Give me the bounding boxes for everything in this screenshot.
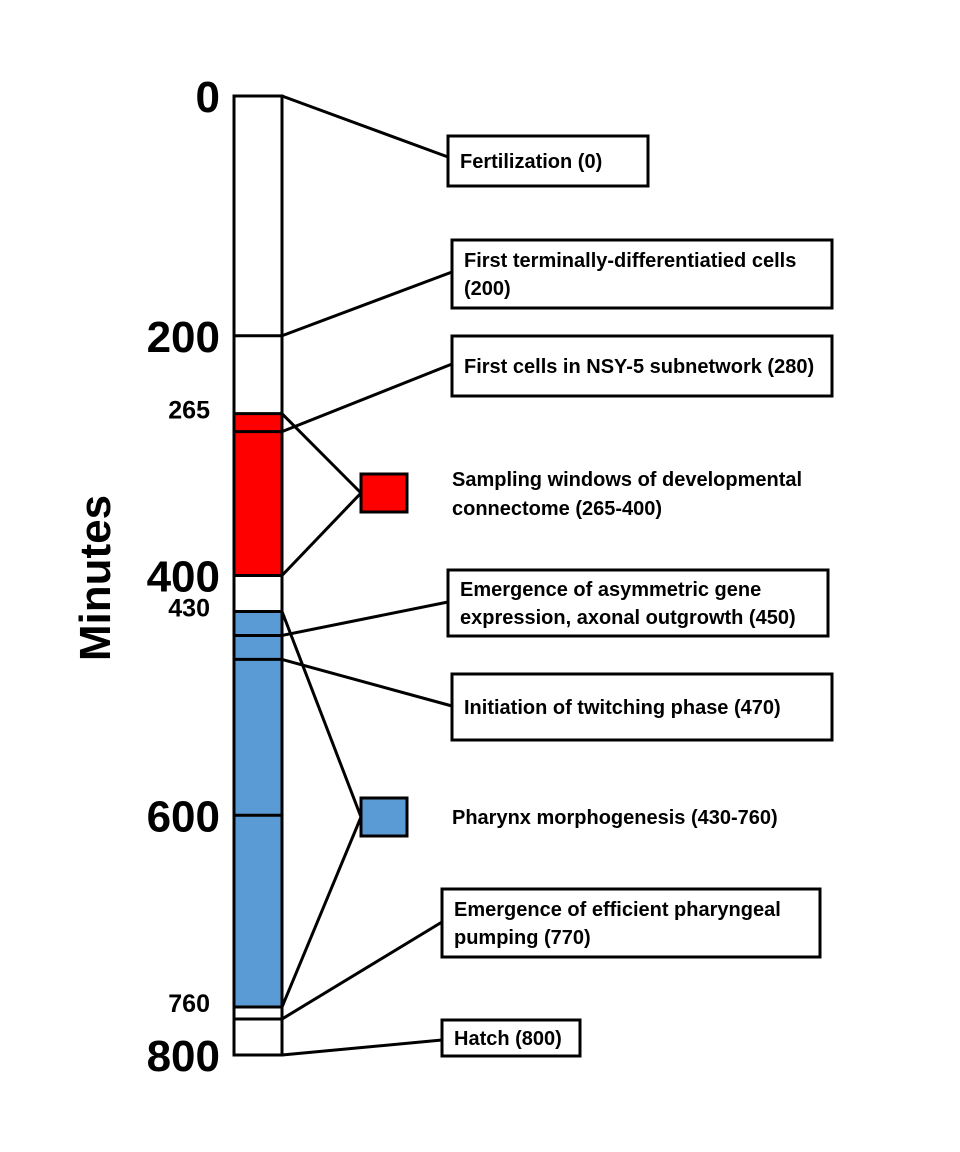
event-text-fertilization: Fertilization (0): [460, 151, 602, 173]
range-pharynx: [234, 611, 282, 1008]
event-text-nsy5: First cells in NSY-5 subnetwork (280): [464, 356, 814, 378]
event-box-frame: [446, 568, 830, 638]
event-box-frame: [450, 672, 834, 742]
event-text-asymmetric: expression, axonal outgrowth (450): [460, 607, 796, 629]
event-boxes: Fertilization (0) First terminally-differ…: [359, 134, 834, 1058]
axis-label: Minutes: [71, 495, 120, 661]
event-text-asymmetric: Emergence of asymmetric gene: [460, 579, 761, 601]
event-box-frame: [446, 134, 650, 188]
event-box-asymmetric: Emergence of asymmetric gene expression, …: [446, 568, 830, 638]
tick-labels: 0 200 400 600 800 265 430 760: [147, 73, 220, 1081]
tick-label-200: 200: [147, 313, 220, 362]
range-text-sampling: connectome (265-400): [452, 498, 662, 520]
connector-first-terminal: [281, 270, 453, 338]
event-text-twitching: Initiation of twitching phase (470): [464, 697, 781, 719]
connector-nsy5: [281, 362, 453, 434]
event-text-pumping: Emergence of efficient pharyngeal: [454, 899, 781, 921]
event-text-first-terminal: (200): [464, 278, 511, 300]
tick-label-265: 265: [168, 397, 210, 425]
connector-pumping: [281, 920, 443, 1021]
range-sampling: [234, 413, 282, 576]
event-box-hatch: Hatch (800): [440, 1018, 582, 1058]
range-swatch-pharynx: [359, 796, 409, 838]
range-text-sampling: Sampling windows of developmental: [452, 469, 802, 491]
connector-twitching: [281, 657, 453, 708]
connector-hatch: [281, 1038, 443, 1057]
event-box-twitching: Initiation of twitching phase (470): [450, 672, 834, 742]
range-connector-bottom-sampling: [280, 491, 363, 577]
tick-label-400: 400: [147, 553, 220, 602]
event-box-pumping: Emergence of efficient pharyngeal pumping…: [440, 887, 822, 959]
connector-fertilization: [281, 94, 449, 159]
tick-label-600: 600: [147, 792, 220, 841]
tick-label-0: 0: [196, 73, 220, 122]
event-box-fertilization: Fertilization (0): [446, 134, 650, 188]
connector-lines: [280, 94, 453, 1057]
event-text-pumping: pumping (770): [454, 927, 591, 949]
event-text-hatch: Hatch (800): [454, 1028, 562, 1050]
range-connector-top-pharynx: [280, 610, 363, 818]
event-box-frame: [450, 334, 834, 398]
range-connector-top-sampling: [280, 412, 363, 495]
range-swatch-sampling: [359, 472, 409, 514]
event-box-frame: [440, 1018, 582, 1058]
event-box-first-terminal: First terminally-differentiatied cells (2…: [450, 238, 834, 310]
tick-label-760: 760: [168, 990, 210, 1018]
event-text-first-terminal: First terminally-differentiatied cells: [464, 250, 796, 272]
range-text-pharynx: Pharynx morphogenesis (430-760): [452, 807, 778, 829]
tick-label-430: 430: [168, 594, 210, 622]
tick-label-800: 800: [147, 1032, 220, 1081]
event-box-frame: [450, 238, 834, 310]
timeline-bar: [232, 94, 284, 1057]
event-box-nsy5: First cells in NSY-5 subnetwork (280): [450, 334, 834, 398]
range-connector-bottom-pharynx: [280, 816, 363, 1008]
event-box-frame: [440, 887, 822, 959]
connector-asymmetric: [281, 600, 449, 637]
